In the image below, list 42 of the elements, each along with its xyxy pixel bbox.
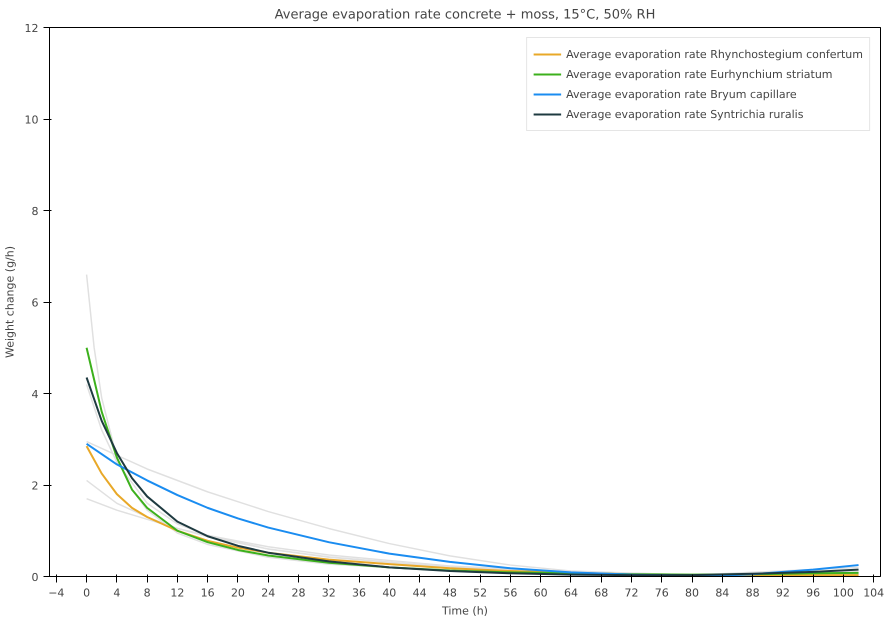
x-tick-label: 0 [83,586,90,600]
x-tick-label: 8 [144,586,151,600]
y-tick-label: 12 [24,22,39,35]
legend-label: Average evaporation rate Eurhynchium striatum [566,68,833,80]
x-tick-label: 60 [534,586,548,600]
x-tick-label: 36 [352,586,366,600]
x-tick-label: 16 [200,586,215,600]
y-tick-label: 8 [32,205,38,218]
x-tick-label: 4 [113,586,120,600]
x-axis-title: Time (h) [441,604,488,618]
x-tick-label: −4 [48,586,64,600]
x-tick-label: 92 [776,586,790,600]
x-tick-label: 76 [654,586,669,600]
x-tick-label: 104 [863,586,884,600]
x-tick-label: 24 [261,586,276,600]
x-tick-label: 44 [412,586,427,600]
x-tick-label: 12 [170,586,184,600]
x-tick-label: 56 [503,586,518,600]
x-tick-label: 100 [832,586,854,600]
x-tick-label: 20 [230,586,245,600]
x-tick-label: 96 [806,586,820,600]
y-tick-label: 6 [32,296,38,310]
x-tick-label: 32 [322,586,336,600]
x-tick-label: 72 [624,586,639,600]
chart-title: Average evaporation rate concrete + moss, 15°C, 50% RH [274,8,656,22]
x-tick-label: 40 [382,586,396,600]
y-tick-label: 0 [32,571,38,584]
x-tick-label: 80 [685,586,700,600]
x-tick-label: 48 [442,586,457,600]
y-tick-label: 2 [32,480,38,492]
legend-label: Average evaporation rate Rhynchostegium confertum [566,48,863,60]
x-tick-label: 52 [473,586,488,600]
x-tick-label: 68 [594,586,608,600]
y-tick-label: 10 [24,114,39,126]
y-tick-label: 4 [32,388,38,401]
legend-label: Average evaporation rate Bryum capillare [566,88,797,100]
x-tick-label: 64 [564,586,578,600]
legend-label: Average evaporation rate Syntrichia ruralis [566,108,804,120]
x-tick-label: 84 [715,586,730,600]
y-axis-title: Weight change (g/h) [4,246,17,358]
x-tick-label: 88 [746,586,760,600]
x-tick-label: 28 [292,586,306,600]
